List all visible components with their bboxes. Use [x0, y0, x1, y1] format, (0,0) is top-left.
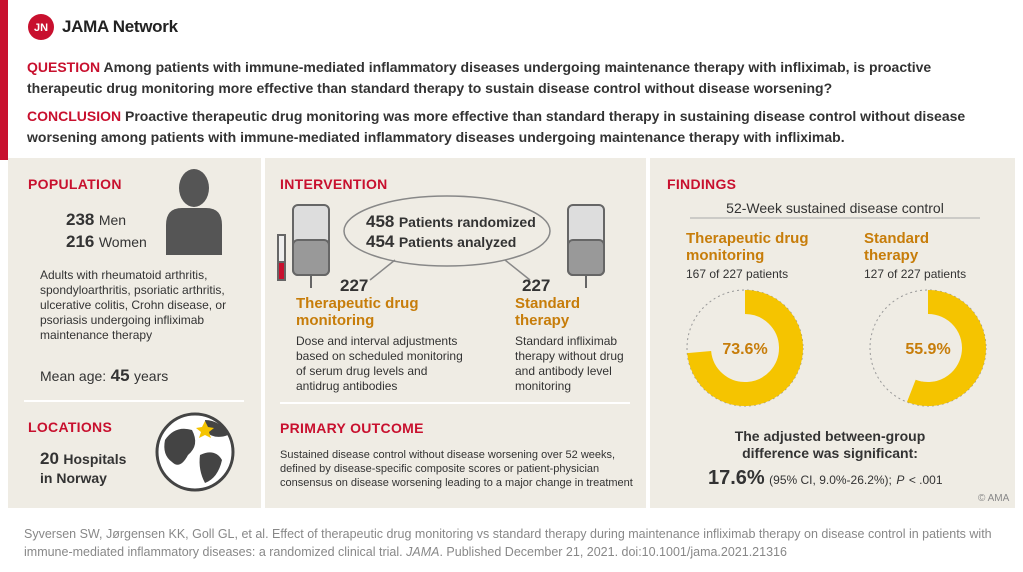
donut-charts: 73.6% 55.9%	[686, 289, 987, 407]
arm-description: Dose and interval adjustments based on s…	[296, 334, 463, 393]
arm-name: Therapeutic drug monitoring	[296, 295, 419, 329]
label: Women	[98, 234, 147, 250]
section-heading: INTERVENTION	[280, 176, 388, 192]
randomized: 458 Patients randomized	[366, 212, 536, 232]
women: 216 Women	[66, 232, 147, 252]
section-heading: POPULATION	[28, 176, 122, 192]
connector	[504, 259, 531, 281]
accent-bar	[0, 0, 8, 160]
citation-text: . Published December 21, 2021. doi:10.10…	[439, 545, 787, 559]
p-label: P	[896, 473, 905, 487]
count: 216	[66, 232, 95, 251]
population-description: Adults with rheumatoid arthritis, spondy…	[40, 268, 227, 342]
count: 454	[366, 232, 395, 251]
arm-n: 227	[340, 276, 369, 295]
copyright: © AMA	[978, 493, 1010, 504]
difference-value: 17.6%	[708, 467, 765, 489]
locations: 20 Hospitals in Norway	[40, 450, 140, 488]
group-patients: 127 of 227 patients	[864, 267, 967, 281]
difference: 17.6% (95% CI, 9.0%-26.2%); P < .001	[708, 467, 943, 490]
journal: JAMA	[406, 545, 440, 559]
donut-arc	[687, 290, 803, 406]
primary-outcome-text: Sustained disease control without diseas…	[280, 449, 633, 489]
conclusion-label: CONCLUSION	[27, 108, 122, 124]
difference-text: The adjusted between-group difference wa…	[734, 428, 926, 461]
men: 238 Men	[66, 210, 126, 230]
count: 20	[40, 449, 59, 468]
count: 238	[66, 210, 95, 229]
count: 458	[366, 212, 395, 231]
randomization-ellipse	[343, 195, 551, 267]
conclusion-text: Proactive therapeutic drug monitoring wa…	[27, 108, 966, 145]
person-icon	[166, 169, 222, 255]
label: Hospitals in Norway	[40, 451, 127, 486]
donut-label: 73.6%	[722, 341, 767, 358]
logo-text: JN	[34, 22, 48, 34]
group-name: Standard therapy	[864, 230, 930, 264]
section-heading: FINDINGS	[667, 176, 737, 192]
arm-description: Standard infliximab therapy without drug…	[515, 334, 624, 393]
analyzed: 454 Patients analyzed	[366, 232, 516, 252]
ci: (95% CI, 9.0%-26.2%);	[769, 473, 892, 487]
brand: JAMA Network	[62, 17, 178, 36]
globe-icon	[155, 412, 235, 492]
label: Men	[98, 212, 127, 228]
citation-text: Syversen SW, Jørgensen KK, Goll GL, et a…	[24, 527, 992, 559]
question-text: Among patients with immune-mediated infl…	[27, 59, 932, 96]
iv-bag-icon	[277, 204, 605, 288]
conclusion: CONCLUSION Proactive therapeutic drug mo…	[27, 106, 987, 148]
p-value: < .001	[908, 473, 943, 487]
findings-subtitle: 52-Week sustained disease control	[726, 200, 944, 216]
divider	[261, 158, 265, 508]
donut-arc	[907, 290, 986, 406]
section-heading: PRIMARY OUTCOME	[280, 420, 424, 436]
arm-name: Standard therapy	[515, 295, 581, 329]
logo	[28, 14, 54, 40]
group-patients: 167 of 227 patients	[686, 267, 789, 281]
unit: years	[134, 368, 169, 384]
connector	[369, 259, 396, 281]
citation: Syversen SW, Jørgensen KK, Goll GL, et a…	[24, 525, 1004, 561]
question: QUESTION Among patients with immune-medi…	[27, 57, 987, 99]
group-name: Therapeutic drug monitoring	[686, 230, 809, 264]
donut-label: 55.9%	[905, 341, 950, 358]
divider	[646, 158, 650, 508]
label: Mean age:	[40, 368, 107, 384]
question-label: QUESTION	[27, 59, 101, 75]
mean-age: Mean age: 45 years	[40, 366, 168, 386]
section-heading: LOCATIONS	[28, 419, 113, 435]
arm-n: 227	[522, 276, 551, 295]
label: Patients randomized	[398, 214, 536, 230]
value: 45	[110, 366, 130, 385]
label: Patients analyzed	[398, 234, 517, 250]
